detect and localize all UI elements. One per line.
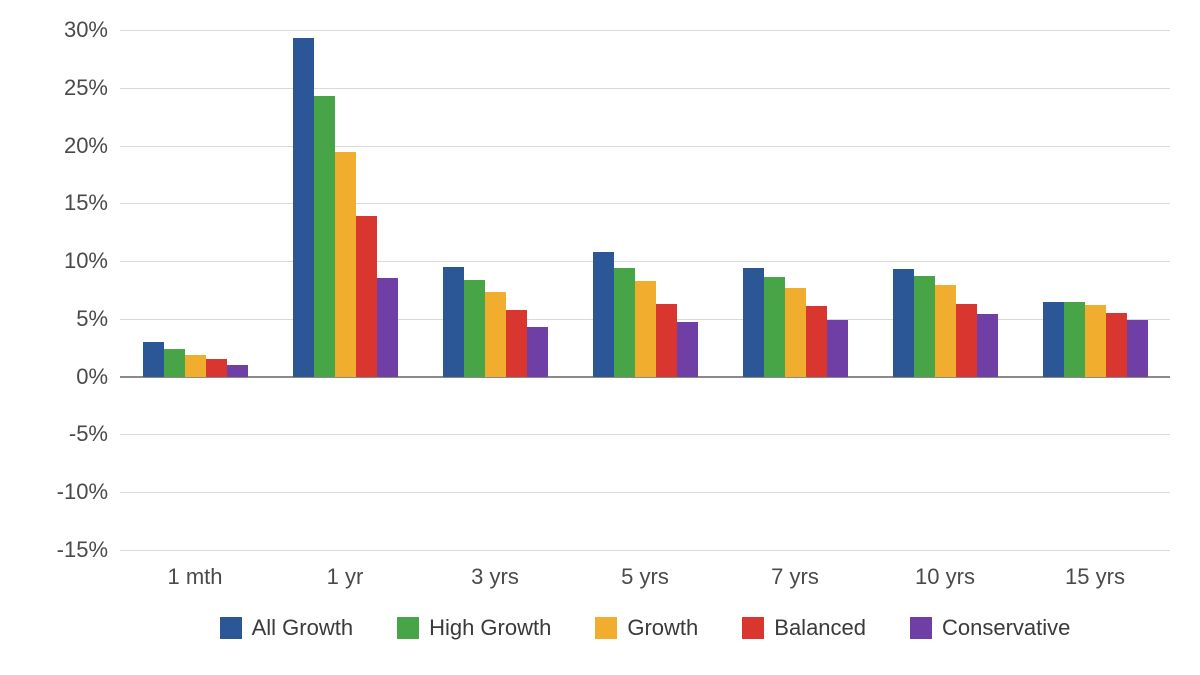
bar xyxy=(377,278,398,376)
legend-label: All Growth xyxy=(252,615,353,641)
bar xyxy=(206,359,227,376)
y-tick-label: 10% xyxy=(64,248,120,274)
bar xyxy=(506,310,527,377)
legend-item: Balanced xyxy=(742,615,866,641)
gridline xyxy=(120,146,1170,147)
y-tick-label: -5% xyxy=(69,421,120,447)
gridline xyxy=(120,203,1170,204)
bar xyxy=(743,268,764,377)
y-tick-label: -10% xyxy=(57,479,120,505)
bar xyxy=(485,292,506,376)
bar xyxy=(764,277,785,376)
y-tick-label: 20% xyxy=(64,133,120,159)
bar xyxy=(335,152,356,376)
x-tick-label: 15 yrs xyxy=(1065,550,1125,590)
bar xyxy=(806,306,827,376)
bar xyxy=(956,304,977,377)
bar xyxy=(1106,313,1127,377)
plot-area: -15%-10%-5%0%5%10%15%20%25%30%1 mth1 yr3… xyxy=(120,30,1170,550)
gridline xyxy=(120,492,1170,493)
legend-item: All Growth xyxy=(220,615,353,641)
legend-swatch xyxy=(397,617,419,639)
bar xyxy=(314,96,335,377)
x-tick-label: 1 mth xyxy=(167,550,222,590)
x-tick-label: 10 yrs xyxy=(915,550,975,590)
legend-swatch xyxy=(910,617,932,639)
legend-label: Growth xyxy=(627,615,698,641)
bar xyxy=(527,327,548,377)
bar xyxy=(614,268,635,377)
x-tick-label: 5 yrs xyxy=(621,550,669,590)
bar xyxy=(293,38,314,377)
legend-swatch xyxy=(595,617,617,639)
gridline xyxy=(120,88,1170,89)
gridline xyxy=(120,434,1170,435)
x-tick-label: 3 yrs xyxy=(471,550,519,590)
bar xyxy=(185,355,206,377)
bar xyxy=(227,365,248,377)
y-tick-label: 25% xyxy=(64,75,120,101)
bar xyxy=(935,285,956,376)
bar xyxy=(1085,305,1106,377)
bar xyxy=(443,267,464,377)
bar xyxy=(677,322,698,376)
legend-item: Growth xyxy=(595,615,698,641)
legend-label: Balanced xyxy=(774,615,866,641)
returns-bar-chart: -15% -10% -5% 0% 5% 10% 15% 20% 25% 30% 1 mth 1 yr 3… xyxy=(0,0,1200,675)
y-tick-label: 30% xyxy=(64,17,120,43)
bar xyxy=(143,342,164,377)
legend-item: Conservative xyxy=(910,615,1070,641)
gridline xyxy=(120,30,1170,31)
legend-label: Conservative xyxy=(942,615,1070,641)
bar xyxy=(827,320,848,377)
bar xyxy=(356,216,377,377)
x-tick-label: 1 yr xyxy=(327,550,364,590)
bar xyxy=(1064,302,1085,377)
bar xyxy=(464,280,485,377)
legend-label: High Growth xyxy=(429,615,551,641)
bar xyxy=(977,314,998,376)
legend-swatch xyxy=(742,617,764,639)
y-tick-label: 5% xyxy=(76,306,120,332)
gridline xyxy=(120,261,1170,262)
bar xyxy=(635,281,656,377)
bar xyxy=(785,288,806,377)
y-tick-label: 15% xyxy=(64,190,120,216)
bar xyxy=(1043,302,1064,377)
bar xyxy=(656,304,677,377)
bar xyxy=(893,269,914,376)
bar xyxy=(914,276,935,377)
legend-swatch xyxy=(220,617,242,639)
legend-item: High Growth xyxy=(397,615,551,641)
x-tick-label: 7 yrs xyxy=(771,550,819,590)
y-tick-label: -15% xyxy=(57,537,120,563)
legend: All Growth High Growth Growth Balanced Conse… xyxy=(120,615,1170,641)
bar xyxy=(1127,320,1148,377)
y-tick-label: 0% xyxy=(76,364,120,390)
bar xyxy=(593,252,614,377)
bar xyxy=(164,349,185,377)
